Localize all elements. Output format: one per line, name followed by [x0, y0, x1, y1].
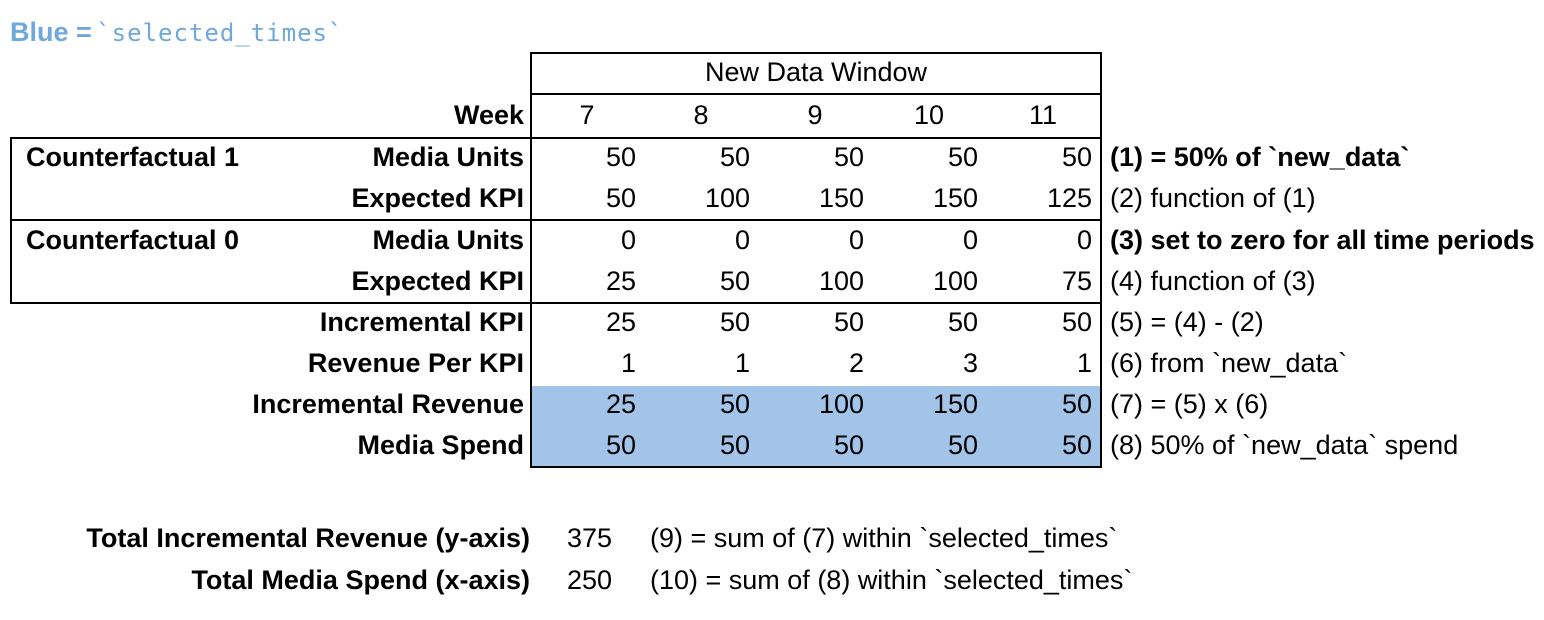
- cell-value: 0: [1076, 225, 1092, 255]
- cell-value: 0: [620, 225, 636, 255]
- counterfactual-1-label: Counterfactual 1: [26, 142, 240, 172]
- cell-value: 50: [719, 142, 750, 172]
- cell-value: 25: [605, 307, 636, 337]
- cell-value: 50: [605, 430, 636, 460]
- cell-value: 25: [605, 389, 636, 419]
- week-number: 9: [807, 100, 823, 130]
- counterfactual-box-left-border: [10, 137, 12, 304]
- cell-value: 1: [620, 348, 636, 378]
- total-incremental-revenue-annotation: (9) = sum of (7) within `selected_times`: [650, 523, 1118, 553]
- cell-value: 100: [818, 389, 864, 419]
- week-label: Week: [453, 100, 524, 130]
- row-annotation: (2) function of (1): [1110, 183, 1316, 213]
- row-label: Media Spend: [357, 430, 524, 460]
- grid-bottom-border: [530, 466, 1102, 468]
- week-number: 11: [1028, 100, 1058, 130]
- week-number: 8: [693, 100, 709, 130]
- cell-value: 50: [833, 307, 864, 337]
- selected-times-code-label: `selected_times`: [96, 19, 344, 47]
- cell-value: 75: [1061, 266, 1092, 296]
- cell-value: 1: [734, 348, 750, 378]
- cell-value: 25: [605, 266, 636, 296]
- cell-value: 50: [1061, 142, 1092, 172]
- new-data-window-header: New Data Window: [704, 57, 928, 87]
- cell-value: 2: [848, 348, 864, 378]
- header-bottom-border: [530, 93, 1102, 95]
- row-label: Media Units: [372, 142, 524, 172]
- cell-value: 50: [719, 307, 750, 337]
- row-label: Revenue Per KPI: [307, 348, 524, 378]
- cell-value: 50: [947, 430, 978, 460]
- grid-left-border: [530, 52, 532, 468]
- total-media-spend-value: 250: [566, 565, 612, 595]
- week-number: 7: [579, 100, 595, 130]
- cell-value: 100: [932, 266, 978, 296]
- cell-value: 3: [962, 348, 978, 378]
- blue-legend-prefix: Blue =: [10, 17, 92, 47]
- row-annotation: (4) function of (3): [1110, 266, 1316, 296]
- cell-value: 150: [932, 183, 978, 213]
- cell-value: 50: [947, 142, 978, 172]
- cell-value: 150: [932, 389, 978, 419]
- row-label: Incremental KPI: [319, 307, 524, 337]
- cell-value: 50: [605, 142, 636, 172]
- row-annotation: (5) = (4) - (2): [1110, 307, 1264, 337]
- cell-value: 125: [1046, 183, 1092, 213]
- cell-value: 50: [947, 307, 978, 337]
- cell-value: 50: [833, 430, 864, 460]
- counterfactual-divider-border: [10, 219, 1102, 221]
- cell-value: 50: [719, 389, 750, 419]
- total-incremental-revenue-value: 375: [566, 523, 612, 553]
- cell-value: 100: [704, 183, 750, 213]
- cell-value: 50: [719, 266, 750, 296]
- cell-value: 0: [848, 225, 864, 255]
- cell-value: 50: [605, 183, 636, 213]
- cell-value: 0: [962, 225, 978, 255]
- cell-value: 50: [1061, 430, 1092, 460]
- row-label: Expected KPI: [351, 266, 524, 296]
- row-label: Media Units: [372, 225, 524, 255]
- week-number: 10: [913, 100, 945, 130]
- row-label: Expected KPI: [351, 183, 524, 213]
- row-annotation: (8) 50% of `new_data` spend: [1110, 430, 1459, 460]
- row-annotation: (1) = 50% of `new_data`: [1110, 142, 1410, 172]
- cell-value: 1: [1076, 348, 1092, 378]
- cell-value: 50: [1061, 307, 1092, 337]
- total-media-spend-label: Total Media Spend (x-axis): [191, 565, 530, 595]
- week-row-bottom-border: [10, 137, 1102, 139]
- header-top-border: [530, 52, 1102, 54]
- cell-value: 100: [818, 266, 864, 296]
- cell-value: 150: [818, 183, 864, 213]
- blue-legend-note: Blue = `selected_times`: [10, 14, 343, 50]
- row-annotation: (3) set to zero for all time periods: [1110, 225, 1535, 255]
- total-incremental-revenue-label: Total Incremental Revenue (y-axis): [86, 523, 530, 553]
- row-label: Incremental Revenue: [252, 389, 524, 419]
- cell-value: 50: [719, 430, 750, 460]
- grid-right-border: [1100, 52, 1102, 468]
- row-annotation: (7) = (5) x (6): [1110, 389, 1269, 419]
- selected-times-highlight: [530, 386, 1100, 466]
- cell-value: 0: [734, 225, 750, 255]
- counterfactual-0-label: Counterfactual 0: [26, 225, 240, 255]
- cell-value: 50: [833, 142, 864, 172]
- counterfactual-bottom-border: [10, 302, 1102, 304]
- row-annotation: (6) from `new_data`: [1110, 348, 1348, 378]
- total-media-spend-annotation: (10) = sum of (8) within `selected_times…: [650, 565, 1133, 595]
- cell-value: 50: [1061, 389, 1092, 419]
